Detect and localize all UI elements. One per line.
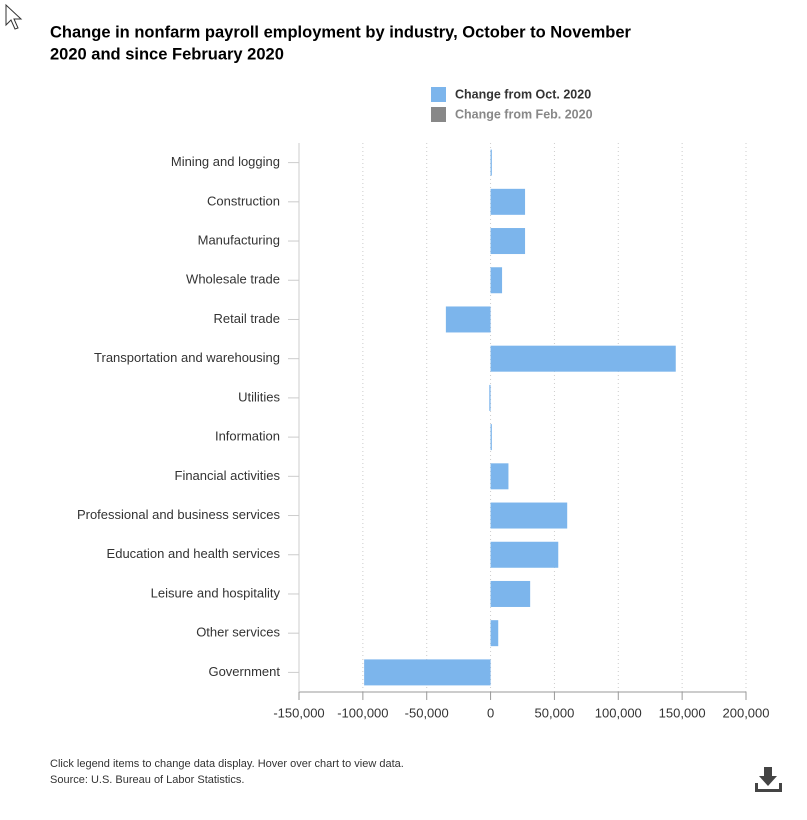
bar[interactable] — [490, 541, 559, 568]
download-button[interactable] — [755, 767, 782, 792]
y-tick-label: Information — [215, 429, 280, 444]
footnote: Click legend items to change data displa… — [50, 758, 404, 770]
bar[interactable] — [490, 463, 509, 490]
y-tick-label: Wholesale trade — [186, 272, 280, 287]
y-tick-label: Education and health services — [107, 546, 281, 561]
x-tick-label: 200,000 — [723, 705, 770, 720]
x-tick-label: 50,000 — [535, 705, 575, 720]
bar[interactable] — [490, 620, 499, 647]
y-tick-label: Leisure and hospitality — [151, 585, 281, 600]
x-tick-label: -150,000 — [273, 705, 324, 720]
y-tick-label: Utilities — [238, 389, 280, 404]
x-tick-label: 150,000 — [659, 705, 706, 720]
x-tick-label: 100,000 — [595, 705, 642, 720]
y-tick-label: Financial activities — [175, 468, 281, 483]
legend-label[interactable]: Change from Oct. 2020 — [455, 87, 591, 101]
chart-title: 2020 and since February 2020 — [50, 45, 284, 63]
y-tick-label: Other services — [196, 625, 280, 640]
cursor-icon — [5, 3, 23, 30]
bar[interactable] — [445, 306, 491, 333]
y-tick-label: Government — [208, 664, 280, 679]
x-tick-label: -50,000 — [405, 705, 449, 720]
y-tick-label: Transportation and warehousing — [94, 350, 280, 365]
x-tick-label: 0 — [487, 705, 494, 720]
bar[interactable] — [490, 228, 526, 255]
bar[interactable] — [364, 659, 491, 686]
y-tick-label: Professional and business services — [77, 507, 281, 522]
chart-title: Change in nonfarm payroll employment by … — [50, 23, 632, 41]
y-tick-label: Mining and logging — [171, 154, 280, 169]
bar[interactable] — [490, 267, 503, 294]
bar[interactable] — [490, 580, 531, 607]
bar[interactable] — [490, 188, 526, 215]
y-tick-label: Retail trade — [214, 311, 280, 326]
legend-label[interactable]: Change from Feb. 2020 — [455, 107, 593, 121]
bar[interactable] — [490, 424, 492, 451]
y-tick-label: Manufacturing — [198, 232, 280, 247]
bar[interactable] — [489, 384, 491, 411]
legend-swatch[interactable] — [431, 107, 446, 122]
bar[interactable] — [490, 149, 492, 176]
x-tick-label: -100,000 — [337, 705, 388, 720]
footnote: Source: U.S. Bureau of Labor Statistics. — [50, 774, 244, 786]
y-tick-label: Construction — [207, 193, 280, 208]
bar[interactable] — [490, 345, 676, 372]
bar[interactable] — [490, 502, 568, 529]
legend-swatch[interactable] — [431, 87, 446, 102]
